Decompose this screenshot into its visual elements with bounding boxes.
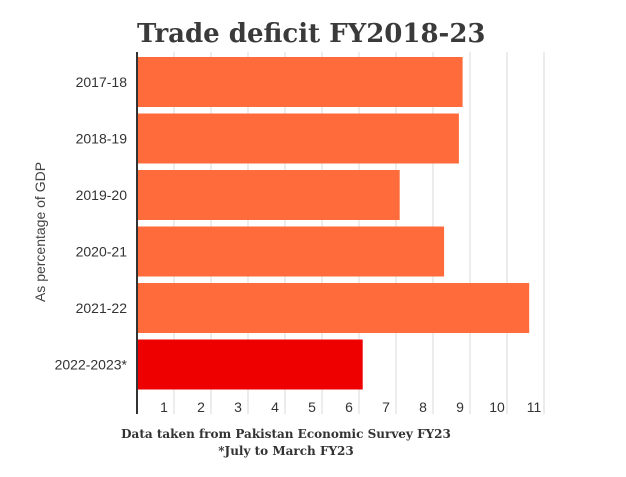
- chart-title: Trade deficit FY2018-23: [137, 19, 486, 49]
- bar-2018-19: [138, 113, 459, 164]
- x-tick-labels: 1 2 3 4 5 6 7 8 9 10 11: [160, 399, 541, 415]
- x-tick-label: 4: [271, 399, 279, 415]
- category-label: 2021-22: [76, 300, 128, 316]
- category-labels: 2017-18 2018-19 2019-20 2020-21 2021-22 2022-…: [55, 74, 128, 373]
- bar-2020-21: [138, 226, 445, 277]
- category-label: 2019-20: [76, 187, 128, 203]
- x-tick-label: 5: [308, 399, 316, 415]
- category-label: 2022-2023*: [55, 357, 128, 373]
- bar-2022-2023*: [138, 339, 363, 390]
- x-tick-label: 2: [197, 399, 205, 415]
- bars: [138, 57, 530, 390]
- bar-2021-22: [138, 283, 530, 333]
- category-label: 2018-19: [76, 131, 128, 147]
- x-tick-label: 7: [382, 399, 390, 415]
- x-tick-label: 10: [489, 399, 505, 415]
- y-axis-label: As percentage of GDP: [32, 162, 48, 302]
- x-tick-label: 3: [234, 399, 242, 415]
- footnote: *July to March FY23: [218, 444, 354, 458]
- source-note: Data taken from Pakistan Economic Survey…: [121, 427, 451, 441]
- category-label: 2020-21: [76, 244, 128, 260]
- x-tick-label: 8: [419, 399, 427, 415]
- x-tick-label: 9: [456, 399, 464, 415]
- bar-2017-18: [138, 57, 463, 107]
- x-tick-label: 11: [527, 399, 542, 415]
- x-tick-label: 6: [345, 399, 353, 415]
- category-label: 2017-18: [76, 74, 128, 90]
- bar-2019-20: [138, 170, 400, 220]
- x-tick-label: 1: [160, 399, 168, 415]
